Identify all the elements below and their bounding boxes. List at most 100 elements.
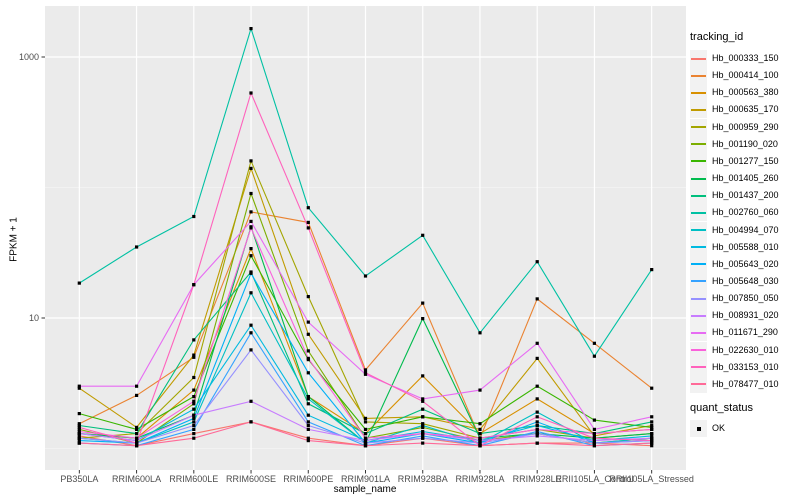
data-point <box>535 432 539 436</box>
legend-key-swatch <box>690 221 707 239</box>
data-point <box>535 341 539 345</box>
data-point <box>421 407 425 411</box>
data-point <box>249 226 253 230</box>
x-tick-label-RRIM600PE: RRIM600PE <box>283 474 334 484</box>
legend-key-swatch <box>690 290 707 308</box>
legend-line-icon <box>691 143 706 146</box>
data-point <box>77 384 81 388</box>
legend-key-swatch <box>690 272 707 290</box>
point-marker-icon <box>696 426 701 431</box>
legend-label: Hb_008931_020 <box>712 310 779 321</box>
data-point <box>192 355 196 359</box>
legend-line-icon <box>691 57 706 60</box>
x-tick-label-RRIM600LA: RRIM600LA <box>112 474 162 484</box>
legend-key-swatch <box>690 307 707 325</box>
legend-label-ok: OK <box>712 423 726 433</box>
x-tick-label-RRII105LA_Control: RRII105LA_Control <box>555 474 634 484</box>
data-point <box>650 425 654 429</box>
data-point <box>535 297 539 301</box>
data-point <box>77 422 81 426</box>
data-point <box>592 354 596 358</box>
data-point <box>363 436 368 440</box>
data-point <box>249 166 253 170</box>
data-point <box>192 407 196 411</box>
data-point <box>421 374 425 378</box>
data-point <box>249 191 253 196</box>
legend-line-icon <box>691 91 706 94</box>
data-point <box>249 27 253 31</box>
y-axis-title: FPKM + 1 <box>8 217 20 262</box>
y-tick-label-10: 10 <box>28 313 39 323</box>
data-point <box>650 436 654 440</box>
data-point <box>535 384 539 388</box>
legend-key-swatch <box>690 101 707 119</box>
data-point <box>306 402 310 406</box>
data-point <box>192 416 196 420</box>
data-point <box>363 432 368 436</box>
data-point <box>249 271 253 275</box>
data-point <box>192 395 196 399</box>
data-point <box>478 427 482 431</box>
data-point <box>77 427 81 431</box>
legend-line-icon <box>691 383 706 386</box>
legend-label: Hb_005643_020 <box>712 258 779 269</box>
data-point <box>650 415 654 419</box>
data-point <box>249 323 253 327</box>
data-point <box>478 436 482 440</box>
legend-line-icon <box>691 74 706 77</box>
legend-title-tracking-id: tracking_id <box>690 31 744 43</box>
data-point <box>249 159 253 163</box>
data-point <box>535 397 539 401</box>
data-point <box>421 432 425 436</box>
legend-line-icon <box>691 194 706 197</box>
data-point <box>535 427 539 431</box>
data-point <box>77 432 81 436</box>
x-tick-label-RRIM901LA: RRIM901LA <box>340 474 391 484</box>
data-point <box>77 423 81 428</box>
data-point <box>249 399 253 403</box>
data-point <box>421 399 425 403</box>
data-point <box>249 210 253 214</box>
data-point <box>77 439 81 443</box>
legend-label: Hb_004994_070 <box>712 224 779 235</box>
data-point <box>650 268 654 272</box>
data-point <box>192 338 196 342</box>
legend-key-swatch <box>690 152 707 170</box>
data-point <box>650 427 654 431</box>
legend-key-swatch <box>690 84 707 102</box>
data-point <box>77 436 81 440</box>
legend-key-swatch <box>690 135 707 153</box>
data-point <box>363 274 368 278</box>
legend-label: Hb_005648_030 <box>712 275 779 286</box>
data-point <box>192 283 196 287</box>
data-point <box>135 432 139 436</box>
data-point <box>478 422 482 426</box>
data-point <box>135 425 139 429</box>
legend-line-icon <box>691 314 706 317</box>
legend-key-swatch <box>690 67 707 85</box>
data-point <box>249 420 253 424</box>
legend-key-swatch <box>690 238 707 256</box>
data-point <box>249 247 253 251</box>
data-point <box>592 432 596 436</box>
data-point <box>192 402 196 406</box>
data-point <box>77 412 81 416</box>
legend-key-swatch <box>690 204 707 222</box>
data-point <box>535 415 539 419</box>
data-point <box>249 91 253 95</box>
data-point <box>306 295 310 299</box>
data-point <box>535 420 539 424</box>
data-point <box>249 291 253 295</box>
legend-label: Hb_002760_060 <box>712 207 779 218</box>
data-point <box>135 441 139 445</box>
data-point <box>306 220 310 224</box>
data-point <box>421 429 425 434</box>
data-point <box>421 415 425 419</box>
data-point <box>249 331 253 335</box>
data-point <box>192 420 196 424</box>
data-point <box>306 436 310 440</box>
legend-label: Hb_001405_260 <box>712 173 779 184</box>
data-point <box>192 423 196 428</box>
